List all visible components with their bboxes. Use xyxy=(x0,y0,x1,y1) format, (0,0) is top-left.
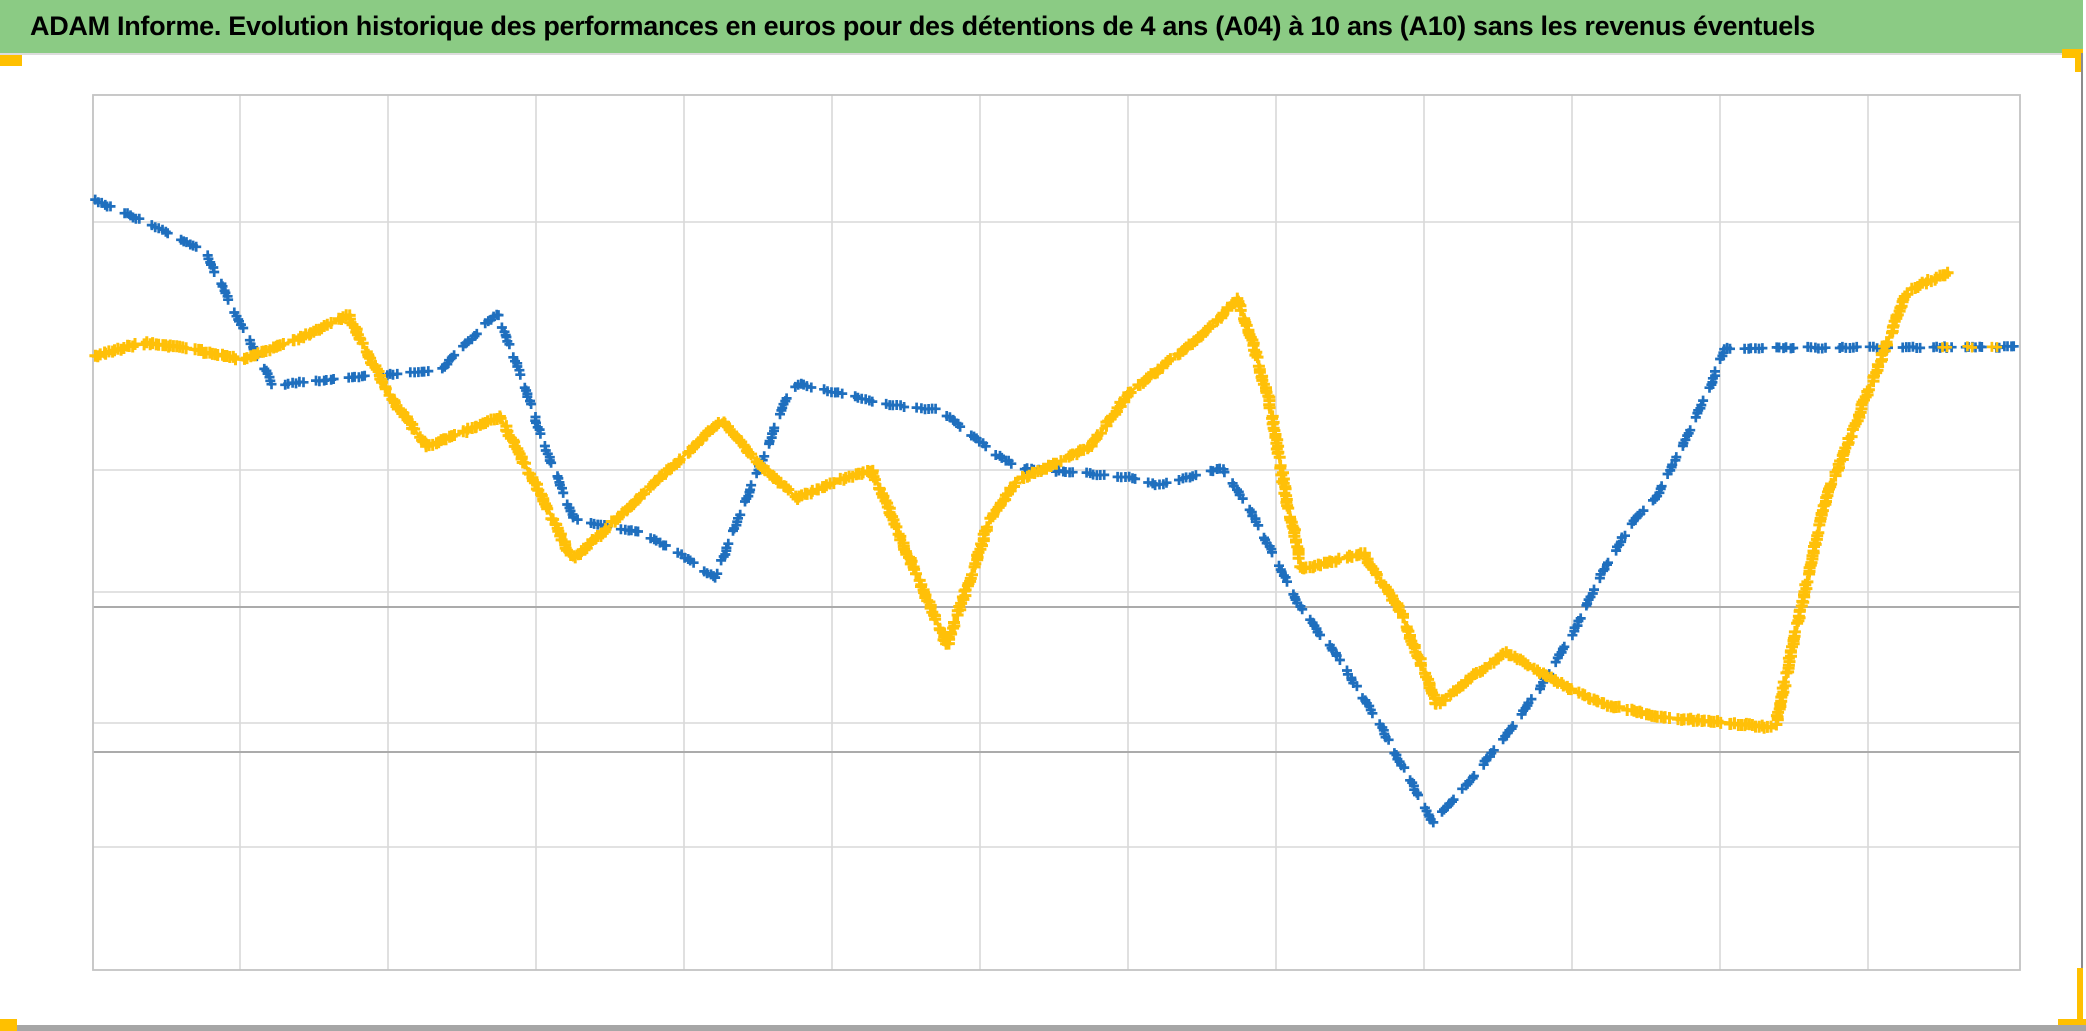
plot-area xyxy=(93,95,2020,970)
window-right-edge xyxy=(2081,53,2083,970)
corner-accent-top-right xyxy=(2062,49,2083,58)
corner-accent-top-right-vertical xyxy=(2075,49,2083,72)
corner-accent-bottom-right-strip xyxy=(2077,968,2083,1031)
window-bottom-bar xyxy=(0,1025,2086,1031)
plot-border xyxy=(92,94,2021,971)
title-bar-underline xyxy=(0,53,2083,55)
corner-accent-top-left xyxy=(0,55,22,66)
corner-accent-bottom-left xyxy=(0,1019,17,1031)
series-gold xyxy=(87,265,1956,736)
chart-title: ADAM Informe. Evolution historique des p… xyxy=(30,11,1815,41)
title-bar: ADAM Informe. Evolution historique des p… xyxy=(0,0,2083,53)
